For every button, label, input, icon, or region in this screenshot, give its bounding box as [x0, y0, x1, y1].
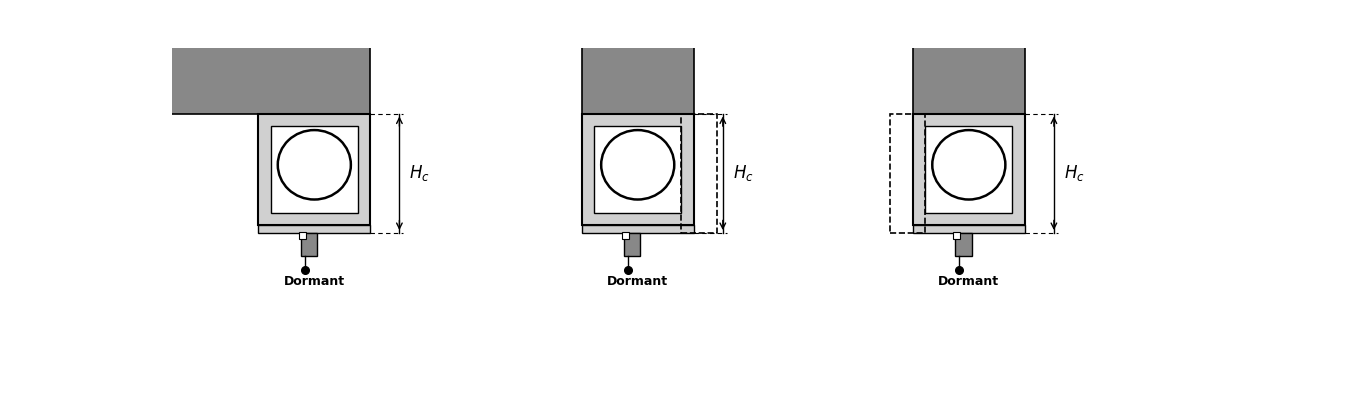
Bar [953, 232, 960, 239]
Text: Dormant: Dormant [284, 275, 345, 287]
Bar [913, 113, 1024, 225]
Bar [956, 233, 972, 256]
Text: $H_c$: $H_c$ [733, 163, 754, 183]
Bar [913, 33, 1024, 113]
Bar [681, 113, 717, 233]
Ellipse shape [278, 130, 350, 199]
Bar [299, 232, 306, 239]
Bar [925, 126, 1012, 213]
Text: $H_c$: $H_c$ [1064, 163, 1085, 183]
Text: $H_c$: $H_c$ [410, 163, 430, 183]
Bar [301, 233, 317, 256]
Text: Dormant: Dormant [607, 275, 669, 287]
Ellipse shape [601, 130, 674, 199]
Bar [624, 233, 640, 256]
Bar [259, 225, 371, 233]
Bar [913, 225, 1024, 233]
Bar [594, 126, 681, 213]
Bar [582, 33, 693, 113]
Bar [623, 232, 630, 239]
Bar [259, 113, 371, 225]
Bar [146, 113, 163, 233]
Bar [890, 113, 925, 233]
Text: Dormant: Dormant [938, 275, 999, 287]
Ellipse shape [933, 130, 1006, 199]
Bar [582, 113, 693, 225]
Bar [146, 33, 371, 113]
Bar [271, 126, 357, 213]
Bar [582, 225, 693, 233]
